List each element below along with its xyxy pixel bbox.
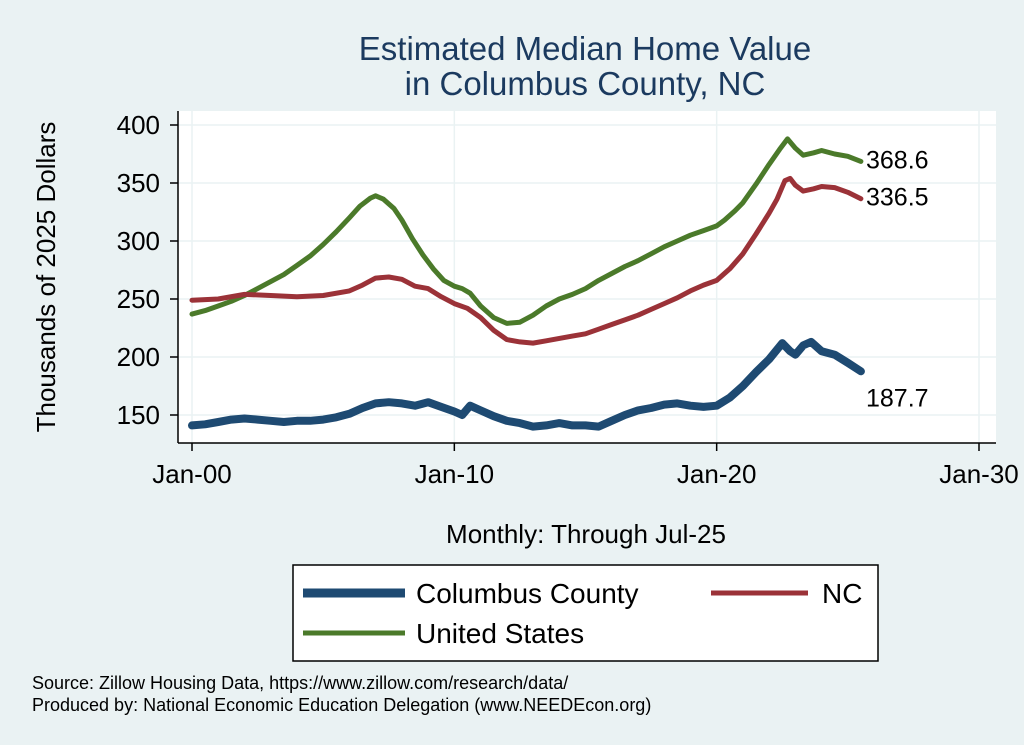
end-label-united-states: 368.6 (866, 146, 929, 174)
producer-note: Produced by: National Economic Education… (32, 695, 651, 715)
series-group (188, 136, 865, 431)
y-tick-label: 300 (117, 226, 160, 256)
end-label-columbus-county: 187.7 (866, 384, 929, 412)
x-axis-title: Monthly: Through Jul-25 (446, 519, 726, 549)
legend-label-columbus-county: Columbus County (416, 578, 639, 609)
source-note: Source: Zillow Housing Data, https://www… (32, 673, 568, 693)
series-line-nc (189, 175, 864, 346)
x-tick-label: Jan-20 (677, 459, 757, 489)
y-tick-label: 350 (117, 168, 160, 198)
y-tick-label: 150 (117, 400, 160, 430)
end-label-nc: 336.5 (866, 184, 929, 212)
x-tick-label: Jan-30 (939, 459, 1019, 489)
y-axis-ticks: 150 200 250 300 350 400 (117, 110, 178, 430)
end-labels: 368.6 336.5 187.7 (866, 146, 929, 412)
y-tick-label: 200 (117, 342, 160, 372)
legend-box (292, 564, 879, 662)
x-tick-label: Jan-10 (415, 459, 495, 489)
x-axis-ticks: Jan-00 Jan-10 Jan-20 Jan-30 (152, 443, 1019, 489)
legend-label-united-states: United States (416, 618, 584, 649)
chart-title: Estimated Median Home Value (359, 30, 811, 67)
legend-label-nc: NC (822, 578, 862, 609)
y-tick-label: 400 (117, 110, 160, 140)
series-line-united-states (189, 136, 864, 326)
y-axis-title: Thousands of 2025 Dollars (31, 122, 61, 433)
gridlines (178, 111, 996, 443)
plot-area (178, 111, 996, 443)
y-tick-label: 250 (117, 284, 160, 314)
series-line-columbus-county (188, 337, 865, 431)
chart-subtitle: in Columbus County, NC (405, 65, 766, 102)
x-tick-label: Jan-00 (152, 459, 232, 489)
